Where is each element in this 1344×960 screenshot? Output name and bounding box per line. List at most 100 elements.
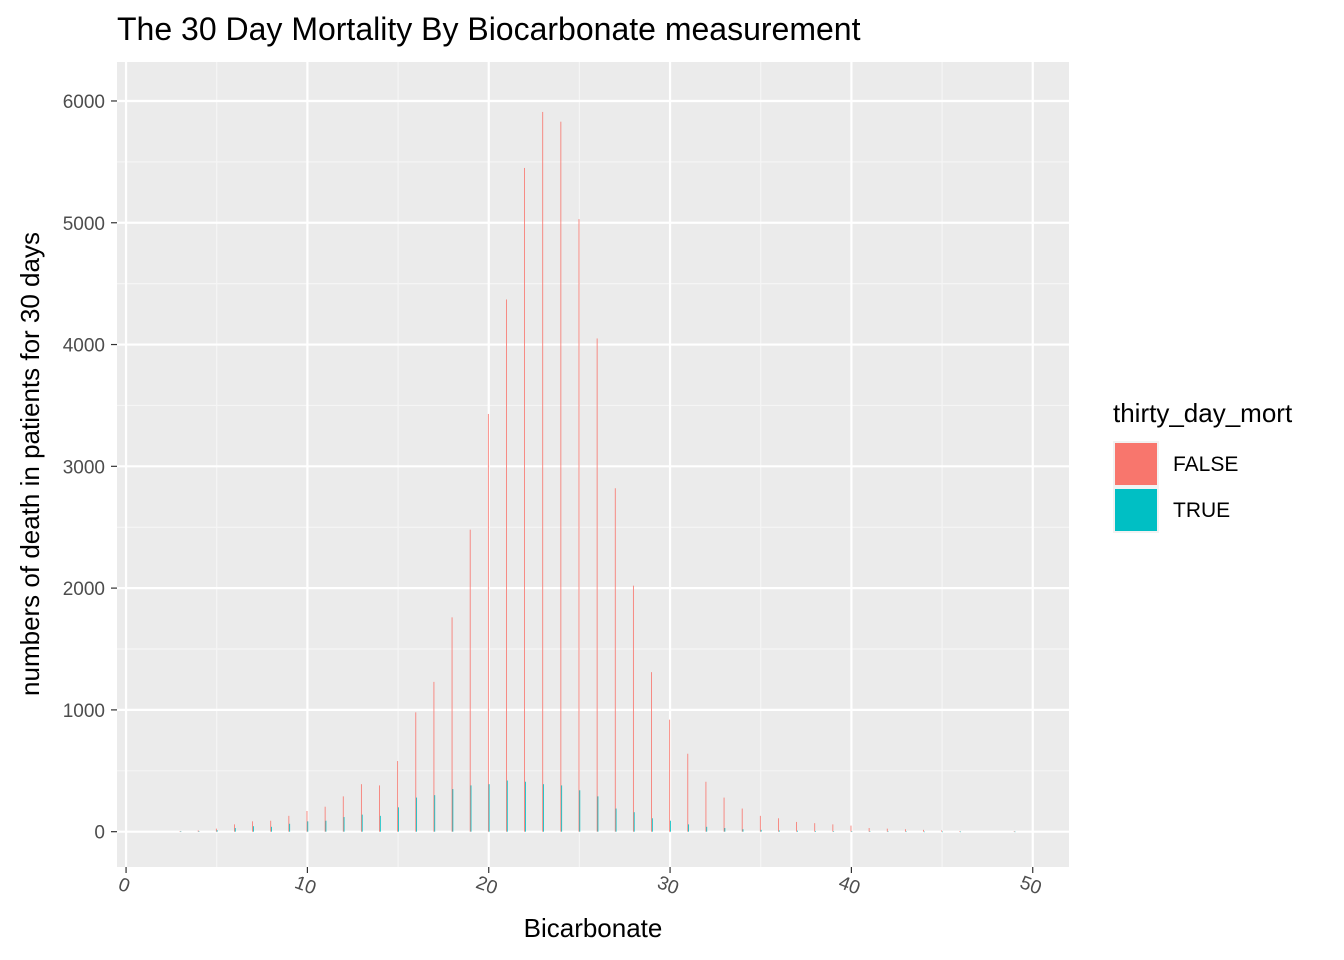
bar-true-14 <box>379 815 381 832</box>
bar-false-12 <box>342 796 344 832</box>
bar-true-30 <box>670 820 671 832</box>
bar-false-40 <box>850 825 852 832</box>
bar-true-46 <box>960 831 962 833</box>
x-tick-label: 10 <box>292 872 319 899</box>
bar-true-31 <box>688 824 690 832</box>
bar-true-34 <box>742 829 744 832</box>
bar-false-17 <box>433 681 435 832</box>
bar-false-23 <box>542 111 544 832</box>
bar-false-27 <box>614 488 616 832</box>
bar-false-5 <box>215 828 217 832</box>
legend-swatch-true <box>1115 489 1157 531</box>
bar-true-15 <box>398 807 399 832</box>
bar-false-8 <box>270 820 272 832</box>
bar-false-26 <box>596 338 598 832</box>
chart-title: The 30 Day Mortality By Biocarbonate mea… <box>117 11 861 47</box>
x-tick-label: 50 <box>1017 872 1044 899</box>
bar-true-37 <box>797 830 798 832</box>
bar-false-42 <box>886 828 888 832</box>
x-tick-label: 20 <box>473 872 500 899</box>
bar-false-14 <box>379 785 380 832</box>
bar-true-36 <box>778 830 780 832</box>
bar-true-39 <box>833 831 835 832</box>
bar-true-7 <box>253 826 254 832</box>
x-tick-label: 40 <box>836 872 863 899</box>
bar-false-28 <box>632 585 634 832</box>
bar-false-24 <box>560 121 562 832</box>
bar-false-16 <box>415 712 417 832</box>
bar-true-18 <box>452 789 454 832</box>
y-tick-label: 4000 <box>63 336 105 357</box>
x-tick-label: 30 <box>654 872 681 899</box>
bar-false-22 <box>524 167 525 832</box>
bar-false-38 <box>814 823 816 832</box>
bar-true-5 <box>216 830 218 832</box>
x-axis: 0 10 20 30 40 50 <box>115 867 1044 899</box>
bar-true-13 <box>361 814 363 832</box>
y-axis-title: numbers of death in patients for 30 days <box>15 232 45 696</box>
bar-true-23 <box>543 784 544 832</box>
bar-true-35 <box>760 829 762 832</box>
y-tick-label: 0 <box>94 823 105 844</box>
bar-true-41 <box>869 831 871 832</box>
y-tick-label: 3000 <box>63 457 105 478</box>
x-tick-label: 0 <box>115 874 132 897</box>
legend-swatch-false <box>1115 443 1157 485</box>
y-tick-label: 5000 <box>63 214 105 235</box>
bar-false-33 <box>723 797 725 832</box>
bars <box>179 111 1016 833</box>
plot-panel <box>117 62 1069 867</box>
bar-true-43 <box>905 831 907 833</box>
y-tick-label: 2000 <box>63 579 105 600</box>
bar-false-30 <box>669 719 671 832</box>
bar-false-6 <box>234 824 235 832</box>
bar-false-18 <box>451 617 453 832</box>
bar-false-13 <box>360 784 362 832</box>
bar-false-7 <box>252 821 253 832</box>
bar-false-41 <box>868 828 870 832</box>
legend: thirty_day_mort FALSE TRUE <box>1113 398 1293 533</box>
grid-minor <box>117 62 1069 867</box>
bar-true-49 <box>1014 831 1016 833</box>
legend-title: thirty_day_mort <box>1113 398 1293 428</box>
bar-false-39 <box>832 824 834 832</box>
bar-true-25 <box>579 790 581 832</box>
bar-false-32 <box>705 781 707 832</box>
bar-true-4 <box>198 831 200 832</box>
bar-false-19 <box>469 529 471 832</box>
bar-false-20 <box>487 413 489 832</box>
bar-false-21 <box>506 299 507 832</box>
bar-true-8 <box>271 826 272 832</box>
bar-true-32 <box>706 826 708 832</box>
bar-true-12 <box>343 817 345 832</box>
bar-true-27 <box>615 808 617 832</box>
bar-false-10 <box>306 810 308 832</box>
bar-false-3 <box>179 831 181 832</box>
bar-false-49 <box>1013 831 1015 832</box>
bar-true-3 <box>180 831 182 833</box>
bar-false-44 <box>923 829 924 832</box>
x-axis-title: Bicarbonate <box>524 913 663 943</box>
bar-true-11 <box>325 820 327 832</box>
legend-label-true: TRUE <box>1173 499 1230 522</box>
bar-true-20 <box>488 784 490 832</box>
bar-false-29 <box>651 672 652 832</box>
y-tick-label: 6000 <box>63 92 105 113</box>
bar-true-29 <box>651 818 653 832</box>
bar-true-42 <box>887 831 889 833</box>
bar-false-4 <box>197 830 199 832</box>
bar-false-45 <box>941 830 943 832</box>
bar-true-45 <box>942 831 943 833</box>
bar-true-19 <box>470 785 472 832</box>
bar-false-31 <box>687 753 689 832</box>
bar-true-9 <box>289 823 291 832</box>
bar-true-44 <box>923 831 925 833</box>
bar-false-46 <box>959 831 961 832</box>
bar-true-10 <box>307 821 309 832</box>
bar-true-6 <box>234 828 236 832</box>
legend-label-false: FALSE <box>1173 453 1238 476</box>
bar-true-16 <box>416 797 418 832</box>
bar-false-35 <box>759 815 761 832</box>
y-axis: 0 1000 2000 3000 4000 5000 6000 <box>63 92 117 844</box>
